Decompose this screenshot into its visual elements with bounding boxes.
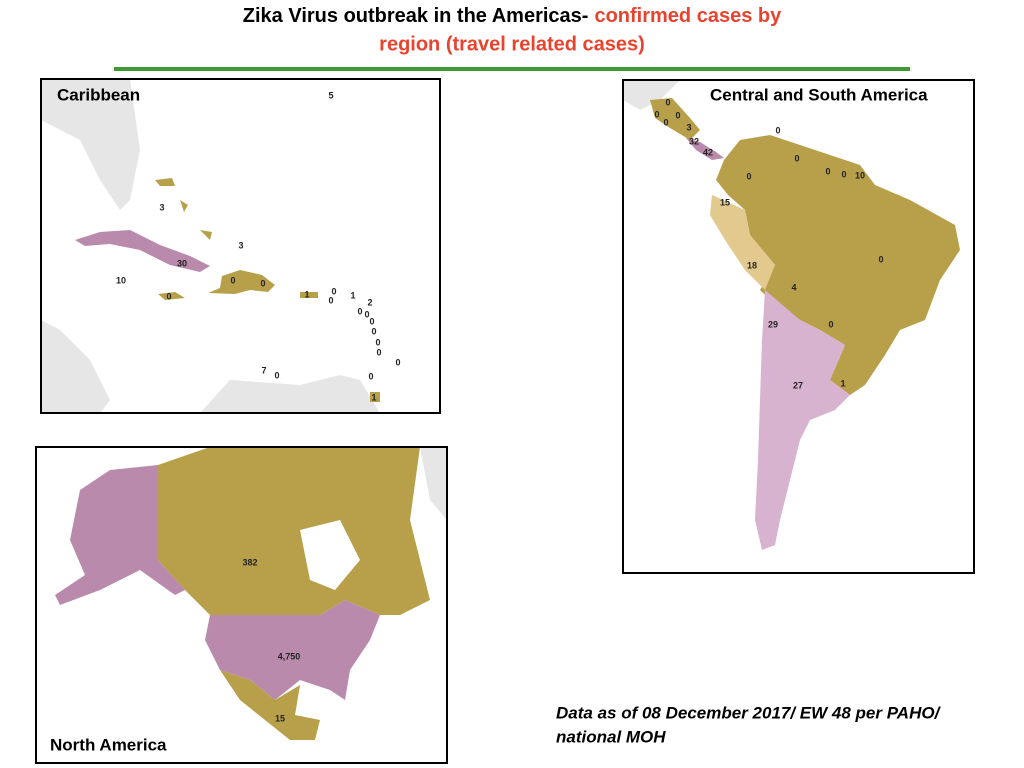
slide-title: Zika Virus outbreak in the Americas-conf… <box>243 5 782 27</box>
panel-frame <box>622 79 975 574</box>
case-count: 2 <box>367 297 372 307</box>
case-count: 0 <box>328 295 333 305</box>
case-count: 42 <box>703 147 713 157</box>
case-count: 10 <box>116 275 126 285</box>
north-america-map <box>36 447 447 763</box>
panel-frame <box>35 446 448 764</box>
case-count: 0 <box>794 153 799 163</box>
case-count: 0 <box>878 254 883 264</box>
case-count: 0 <box>376 347 381 357</box>
panel-title: Central and South America <box>710 85 928 104</box>
case-count: 0 <box>331 286 336 296</box>
case-count: 0 <box>746 171 751 181</box>
case-count: 0 <box>230 275 235 285</box>
case-count: 4,750 <box>278 651 301 661</box>
case-count: 30 <box>177 258 187 268</box>
case-count: 0 <box>775 125 780 135</box>
case-count: 382 <box>242 557 257 567</box>
case-count: 3 <box>686 122 691 132</box>
case-count: 7 <box>261 365 266 375</box>
case-count: 29 <box>768 319 778 329</box>
footnote: national MOH <box>556 727 666 746</box>
case-count: 27 <box>793 380 803 390</box>
case-count: 0 <box>357 306 362 316</box>
case-count: 15 <box>275 713 285 723</box>
case-count: 1 <box>371 392 376 402</box>
case-count: 0 <box>369 316 374 326</box>
case-count: 0 <box>654 109 659 119</box>
case-count: 1 <box>840 378 845 388</box>
case-count: 0 <box>825 166 830 176</box>
case-count: 0 <box>368 371 373 381</box>
case-count: 0 <box>260 278 265 288</box>
slide-title: region (travel related cases) <box>379 33 645 55</box>
case-count: 0 <box>395 357 400 367</box>
panel-title: Caribbean <box>57 85 140 104</box>
case-count: 0 <box>675 110 680 120</box>
case-count: 1 <box>350 290 355 300</box>
case-count: 0 <box>166 291 171 301</box>
panel-frame <box>40 78 441 414</box>
case-count: 5 <box>328 90 333 100</box>
case-count: 0 <box>665 97 670 107</box>
case-count: 32 <box>689 136 699 146</box>
case-count: 0 <box>663 117 668 127</box>
case-count: 0 <box>371 326 376 336</box>
case-count: 15 <box>720 197 730 207</box>
case-count: 0 <box>274 370 279 380</box>
case-count: 1 <box>304 289 309 299</box>
case-count: 18 <box>747 260 757 270</box>
case-count: 0 <box>841 169 846 179</box>
south-america-map <box>623 80 974 573</box>
case-count: 3 <box>238 240 243 250</box>
case-count: 0 <box>364 309 369 319</box>
case-count: 10 <box>855 170 865 180</box>
footnote: Data as of 08 December 2017/ EW 48 per P… <box>556 703 942 722</box>
panel-title: North America <box>50 735 167 754</box>
title-part: confirmed cases by <box>594 5 782 27</box>
case-count: 4 <box>791 282 796 292</box>
case-count: 0 <box>375 337 380 347</box>
caribbean-map <box>41 79 440 413</box>
title-part: Zika Virus outbreak in the Americas- <box>243 5 589 27</box>
case-count: 3 <box>159 202 164 212</box>
case-count: 0 <box>828 319 833 329</box>
